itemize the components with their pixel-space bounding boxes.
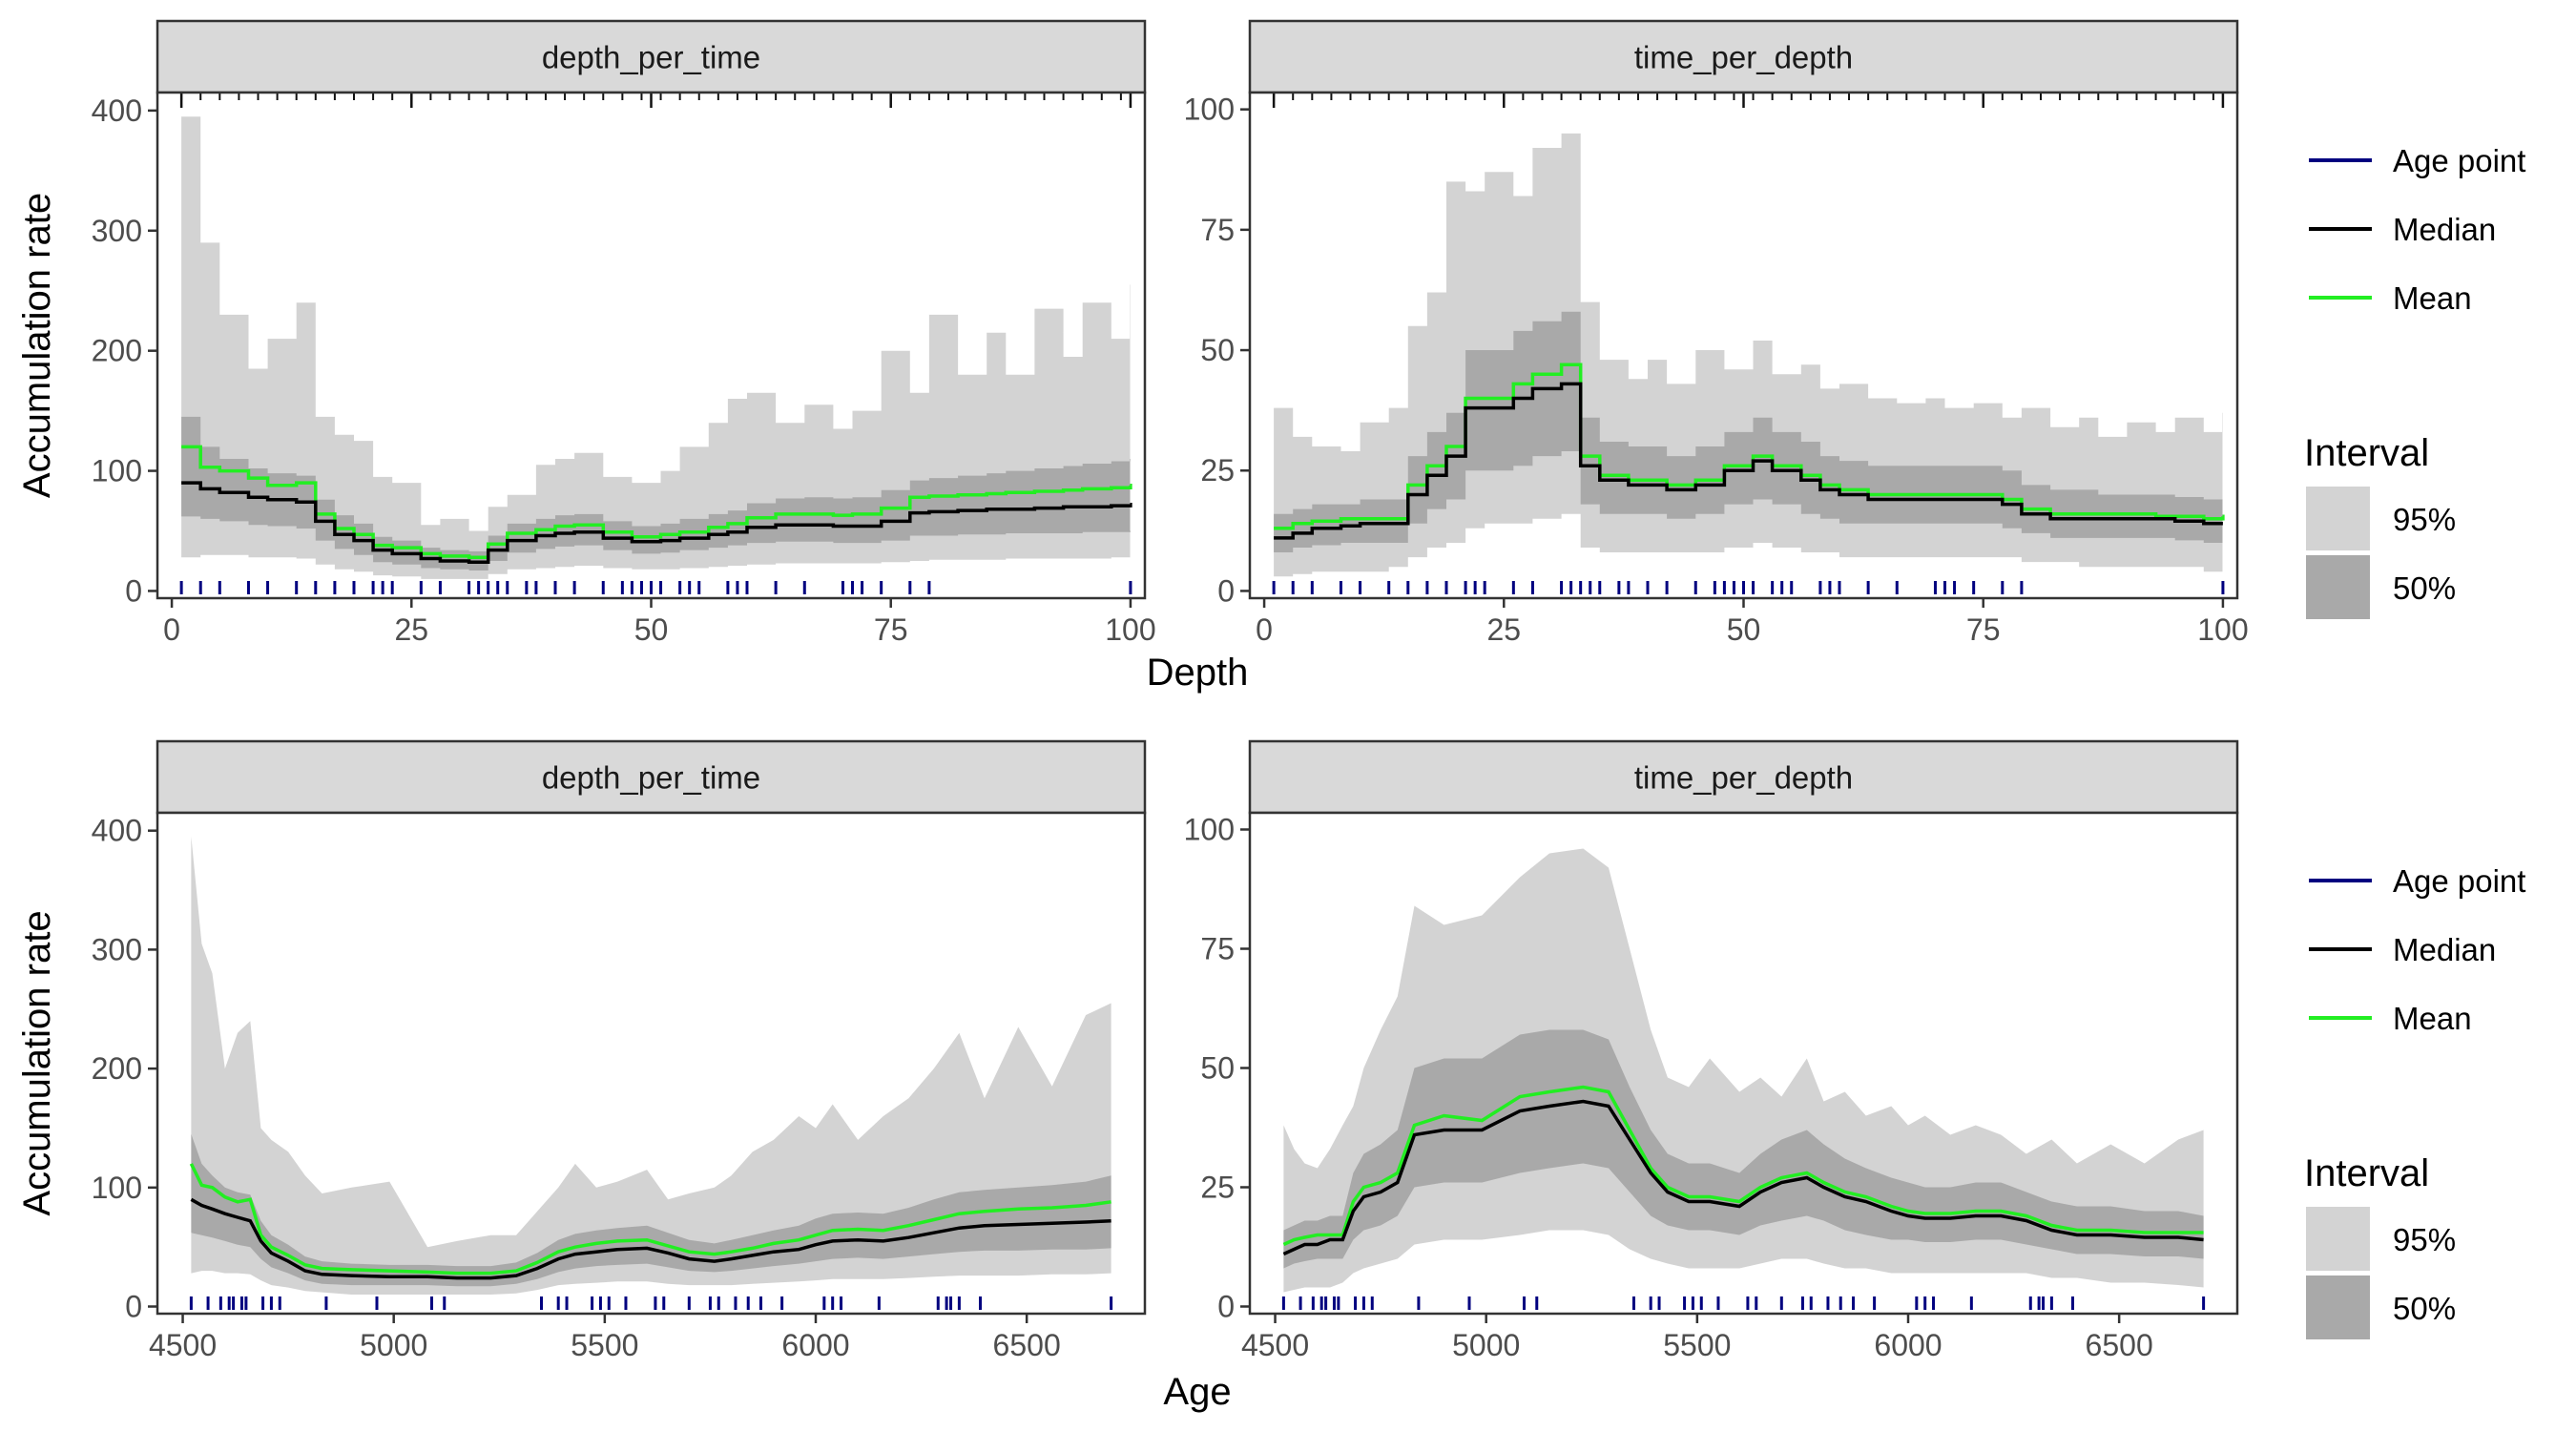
x-tick-label: 6000 [781, 1328, 849, 1362]
plot-frame [156, 811, 1147, 1316]
x-tick-label: 5500 [571, 1328, 638, 1362]
x-tick-label: 6000 [1874, 1328, 1942, 1362]
y-tick-label: 100 [1184, 813, 1235, 847]
median-line [1282, 1099, 2204, 1256]
legend: Age point Median Mean Interval 95% 50% [2304, 143, 2525, 619]
band-50 [1283, 1029, 2204, 1269]
legend-label: Median [2393, 932, 2496, 967]
legend-interval-title: Interval [2304, 1152, 2429, 1194]
y-tick-label: 25 [1200, 1171, 1235, 1205]
x-axis-title-age: Age [1163, 1371, 1231, 1413]
median-line [190, 1197, 1111, 1280]
legend-key-swatch [2306, 1207, 2370, 1271]
median-line [1274, 382, 2223, 540]
x-tick-label: 0 [1256, 612, 1273, 647]
x-tick-label: 25 [1486, 612, 1521, 647]
panel-1: time_per_depth 0 25 50 75 100 0 25 50 75 100 [1184, 19, 2249, 647]
plot-frame [1248, 811, 2239, 1316]
x-tick-label: 5500 [1663, 1328, 1731, 1362]
median-line [181, 481, 1132, 564]
mean-line [189, 1163, 1111, 1275]
legend-label: Mean [2393, 1001, 2472, 1036]
strip-title: depth_per_time [542, 40, 760, 75]
x-tick-label: 6500 [2086, 1328, 2153, 1362]
legend-label: 50% [2393, 1291, 2456, 1326]
legend-label: 50% [2393, 570, 2456, 606]
legend-label: 95% [2393, 502, 2456, 537]
legend-label: Age point [2393, 863, 2525, 899]
y-tick-label: 100 [92, 454, 142, 488]
band-95 [181, 116, 1131, 579]
band-50 [1274, 311, 2223, 552]
y-tick-label: 200 [92, 1051, 142, 1086]
y-tick-label: 0 [125, 573, 142, 608]
x-tick-label: 5000 [360, 1328, 427, 1362]
x-tick-label: 25 [394, 612, 428, 647]
y-tick-label: 0 [1217, 1290, 1235, 1324]
panel-3: time_per_depth 0 25 50 75 100 4500 5000 5500 6000… [1184, 739, 2239, 1362]
legend: Age point Median Mean Interval 95% 50% [2304, 863, 2525, 1339]
y-tick-label: 100 [1184, 93, 1235, 127]
x-tick-label: 50 [634, 612, 669, 647]
y-tick-label: 400 [92, 93, 142, 128]
x-tick-label: 100 [1105, 612, 1155, 647]
y-axis-title: Accumulation rate [16, 910, 58, 1215]
band-50 [191, 1133, 1111, 1287]
strip-title: depth_per_time [542, 760, 760, 796]
x-tick-label: 0 [163, 612, 180, 647]
strip-header [1248, 19, 2239, 94]
y-tick-label: 200 [92, 334, 142, 368]
x-tick-label: 5000 [1452, 1328, 1520, 1362]
legend-label: 95% [2393, 1222, 2456, 1257]
y-tick-label: 50 [1200, 333, 1235, 367]
legend-interval-title: Interval [2304, 432, 2429, 474]
band-95 [1283, 848, 2204, 1293]
y-tick-label: 0 [1217, 573, 1235, 608]
band-95 [191, 836, 1111, 1295]
x-tick-label: 4500 [1241, 1328, 1309, 1362]
x-tick-label: 75 [1966, 612, 2001, 647]
y-tick-label: 0 [125, 1290, 142, 1324]
band-50 [181, 416, 1131, 570]
y-tick-label: 50 [1200, 1051, 1235, 1086]
y-tick-label: 100 [92, 1171, 142, 1205]
legend-label: Median [2393, 212, 2496, 247]
panel-2: depth_per_time 0 100 200 300 400 4500 5000 5500 6… [16, 739, 1147, 1362]
y-axis-title: Accumulation rate [16, 193, 58, 498]
strip-title: time_per_depth [1634, 760, 1853, 796]
strip-title: time_per_depth [1634, 40, 1853, 75]
panel-0: depth_per_time 0 100 200 300 400 0 25 50 75 100 Acc… [16, 19, 1156, 647]
legend-key-swatch [2306, 487, 2370, 550]
x-tick-label: 4500 [149, 1328, 217, 1362]
x-tick-label: 100 [2197, 612, 2248, 647]
x-tick-label: 75 [874, 612, 908, 647]
mean-line [1282, 1085, 2204, 1247]
x-tick-label: 6500 [993, 1328, 1061, 1362]
y-tick-label: 25 [1200, 453, 1235, 487]
x-axis-title-depth: Depth [1147, 652, 1249, 694]
legend-label: Age point [2393, 143, 2525, 178]
y-tick-label: 75 [1200, 932, 1235, 966]
strip-header [156, 19, 1147, 94]
strip-header [1248, 739, 2239, 815]
legend-label: Mean [2393, 280, 2472, 316]
y-tick-label: 400 [92, 814, 142, 848]
legend-key-swatch [2306, 555, 2370, 619]
y-tick-label: 300 [92, 932, 142, 966]
y-tick-label: 300 [92, 214, 142, 248]
x-tick-label: 50 [1727, 612, 1761, 647]
y-tick-label: 75 [1200, 213, 1235, 247]
legend-key-swatch [2306, 1275, 2370, 1339]
